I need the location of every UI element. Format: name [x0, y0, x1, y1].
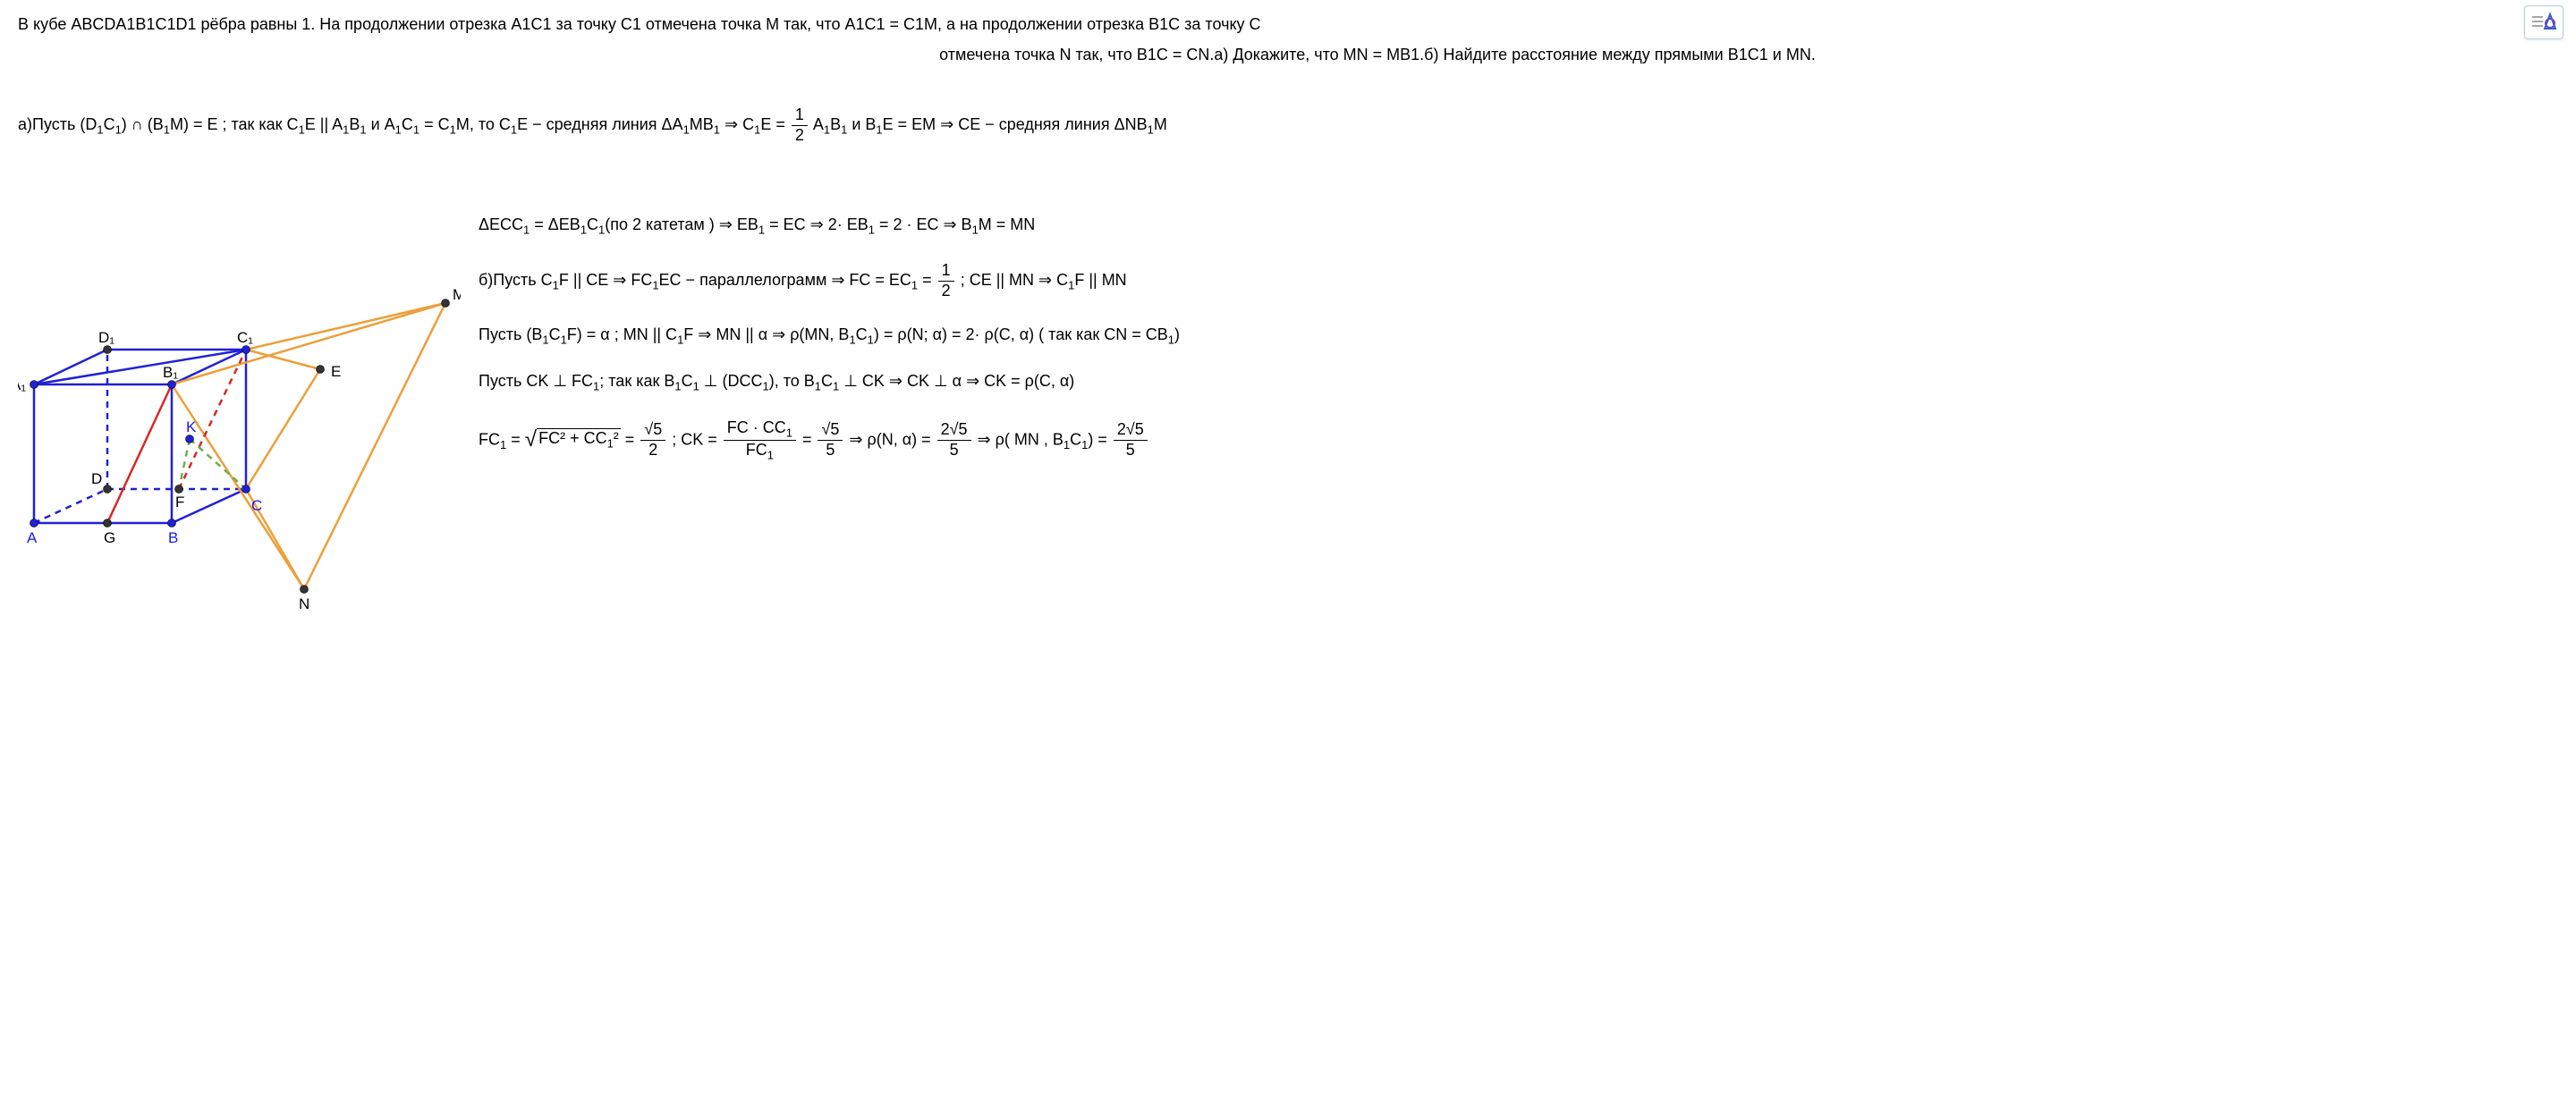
svg-text:K: K — [186, 418, 197, 435]
svg-text:A₁: A₁ — [18, 376, 26, 393]
svg-text:N: N — [299, 595, 309, 612]
svg-text:C: C — [251, 497, 262, 514]
svg-text:D: D — [91, 470, 102, 487]
svg-text:M: M — [453, 286, 461, 303]
svg-text:C₁: C₁ — [237, 329, 253, 346]
math-line-3: Пусть (B1C1F) = α ; MN || C1F ⇒ MN || α … — [479, 325, 2558, 347]
math-line-1: ΔECC1 = ΔEB1C1(по 2 катетам ) ⇒ EB1 = EC… — [479, 215, 2558, 237]
geogebra-badge[interactable] — [2524, 5, 2563, 39]
problem-line2: отмечена точка N так, что B1C = CN.а) До… — [18, 39, 2558, 70]
problem-statement: В кубе ABCDA1B1C1D1 рёбра равны 1. На пр… — [18, 9, 2558, 70]
svg-text:G: G — [104, 529, 115, 546]
svg-text:F: F — [175, 494, 184, 511]
svg-text:B: B — [168, 529, 178, 546]
math-line-2: б)Пусть C1F || CE ⇒ FC1EC − параллелогра… — [479, 261, 2558, 300]
svg-text:E: E — [331, 363, 341, 380]
cube-diagram: A B C D G F A₁ B₁ C₁ D₁ K E M N — [18, 164, 461, 624]
math-line-4: Пусть CK ⊥ FC1; так как B1C1 ⊥ (DCC1), т… — [479, 372, 2558, 393]
svg-text:A: A — [27, 529, 38, 546]
math-derivation: ΔECC1 = ΔEB1C1(по 2 катетам ) ⇒ EB1 = EC… — [479, 164, 2558, 487]
svg-text:B₁: B₁ — [163, 364, 178, 381]
problem-line1: В кубе ABCDA1B1C1D1 рёбра равны 1. На пр… — [18, 9, 2558, 39]
math-line-5: FC1 = √FC² + CC1² = √52 ; CK = FC · CC1F… — [479, 418, 2558, 462]
solution-a-line: а)Пусть (D1C1) ∩ (B1M) = E ; так как C1E… — [18, 105, 2558, 145]
svg-text:D₁: D₁ — [98, 329, 114, 346]
